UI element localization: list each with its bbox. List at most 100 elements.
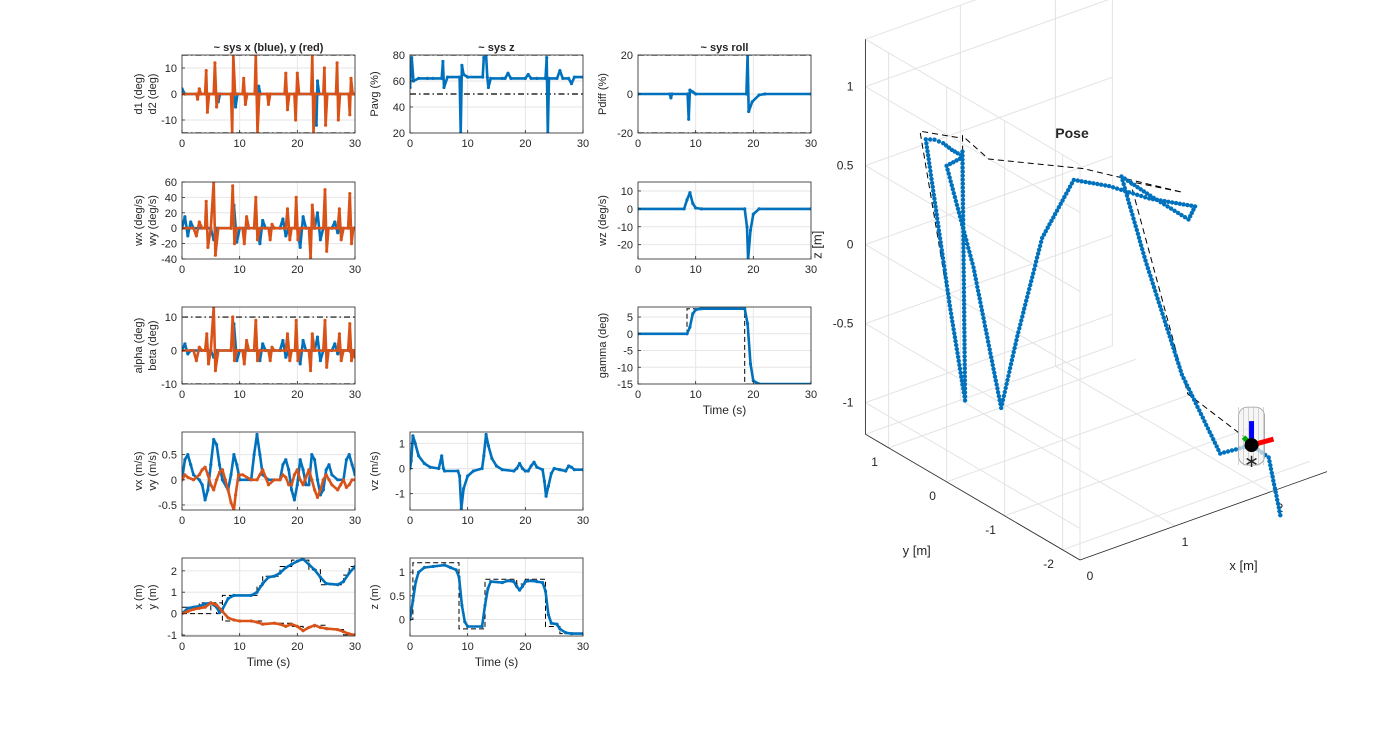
tick-label-x: 10 [462,138,474,150]
tick-label-x: 1 [1182,535,1189,549]
trajectory-point [1170,200,1175,205]
data-point [336,118,340,122]
data-point [207,92,211,96]
data-point [321,478,325,482]
y-axis-label: gamma (deg) [597,313,609,378]
tick-label-y: -40 [161,254,177,266]
tick-label-y: 0 [627,204,633,216]
trajectory-point [1095,181,1100,187]
data-point [255,590,259,594]
trajectory-point [961,289,967,295]
data-point [217,463,222,467]
data-point [209,463,213,467]
data-point [205,110,209,114]
data-point [247,226,251,230]
data-point [191,607,196,611]
data-point [529,76,533,80]
data-point [543,589,548,593]
chart-vxy: 0 10 20 30-0.500.5vx (m/s) vy (m/s) [133,431,361,527]
data-point [670,92,674,96]
data-point [209,348,213,353]
data-point [535,76,539,80]
tick-label-y: -10 [617,362,633,374]
trajectory-point [925,149,930,154]
trajectory-point [935,216,940,221]
data-point [298,245,302,249]
data-point [682,207,686,211]
trajectory-point [1214,444,1219,449]
trajectory-point [1036,247,1042,252]
tick-label-x: 30 [349,138,361,150]
plot-area [638,55,811,133]
data-point [318,575,322,579]
data-point [206,473,210,477]
data-point [220,468,224,472]
data-point [688,88,692,92]
data-point [298,478,302,482]
trajectory-point [962,317,967,323]
data-point [743,307,747,311]
trajectory [923,137,1283,518]
trajectory-point [962,309,967,315]
chart-title: ~ sys x (blue), y (red) [214,42,324,54]
data-point [285,108,290,112]
data-point [515,466,519,471]
data-point [268,359,272,363]
data-point [284,226,288,230]
grid-floor-y [1004,426,1252,517]
data-point [226,616,230,620]
data-point [458,474,462,478]
trajectory-point [1019,318,1024,323]
trajectory-point [967,249,972,254]
data-point [471,469,475,473]
trajectory-point [950,187,955,192]
data-point [339,238,343,242]
trajectory-point [962,354,967,359]
trajectory-point [932,200,938,205]
data-point [183,215,187,219]
tick-label-x: 20 [747,138,759,150]
data-point [567,76,571,80]
trajectory-point [1144,191,1150,196]
trajectory-point [1129,208,1134,214]
tick-label-x: 30 [349,389,361,401]
trajectory-point [1155,197,1160,203]
data-point [687,117,691,121]
trajectory-point [962,334,967,339]
tick-label-y: -10 [161,379,177,391]
data-point [315,79,320,83]
data-point [324,123,328,127]
data-point [410,56,414,60]
trajectory-point [960,173,965,178]
data-point [284,458,288,462]
chart-gamma: 0 10 20 30 -15 -10 -5 0 5 Time (s) gamma (deg) [597,306,817,417]
trajectory-point [936,139,942,144]
trajectory-point [1062,194,1067,200]
trajectory-point [962,386,968,391]
tick-label-x: 20 [747,264,759,276]
y-axis-label: Pdiff (%) [597,73,609,115]
trajectory-point [1033,263,1038,268]
trajectory-point [973,276,978,282]
data-point [547,76,551,80]
data-point [200,348,204,353]
trajectory-point [1012,345,1017,351]
trajectory-point [953,198,959,204]
data-point [249,478,253,482]
data-point [191,226,196,230]
data-point [247,348,251,353]
target-marker: ∗ [1244,451,1259,471]
data-point [480,624,484,629]
trajectory-point [1186,386,1192,392]
data-point [346,226,350,230]
data-point [295,71,299,75]
trajectory-point [1221,450,1227,455]
trajectory-point [997,397,1002,403]
trajectory-point [932,196,937,201]
trajectory-point [936,224,941,229]
trajectory-point [955,354,961,360]
trajectory-point [1159,307,1164,313]
data-point [241,348,245,353]
axes-box [409,54,584,134]
data-point [257,92,261,96]
